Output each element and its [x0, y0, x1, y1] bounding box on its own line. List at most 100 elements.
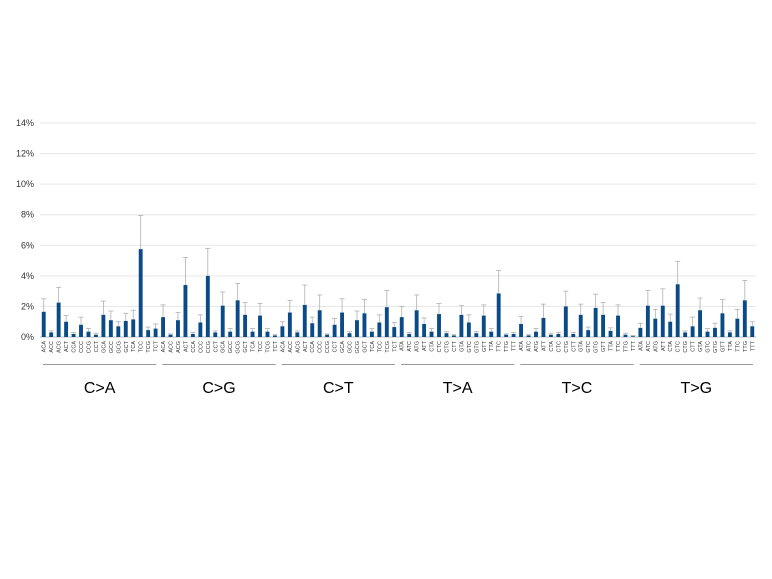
group-label: C>T: [323, 380, 354, 397]
bar: [332, 324, 337, 337]
y-tick-label: 12%: [16, 149, 34, 159]
group-label: T>G: [681, 380, 713, 397]
x-tick-label: ATT: [422, 340, 428, 351]
bars: [41, 249, 755, 337]
x-tick-label: ACA: [161, 341, 167, 353]
x-tick-label: GTA: [459, 341, 465, 352]
group-label: C>A: [84, 380, 116, 397]
x-tick-label: CCA: [310, 341, 316, 353]
bar: [608, 330, 613, 337]
y-tick-label: 10%: [16, 179, 34, 189]
y-tick-label: 6%: [21, 240, 34, 250]
bar: [645, 305, 650, 337]
x-tick-label: ACC: [288, 341, 294, 353]
x-tick-label: GTG: [474, 341, 480, 353]
bar: [683, 332, 688, 337]
x-tick-label: TTG: [504, 341, 510, 352]
bar: [541, 317, 546, 337]
x-tick-label: GTG: [594, 341, 600, 353]
bar: [392, 327, 397, 337]
x-tick-label: TTA: [609, 341, 615, 351]
bar: [355, 320, 359, 337]
x-tick-label: CTA: [549, 341, 555, 352]
bar: [660, 305, 665, 337]
bar: [720, 313, 725, 337]
x-tick-label: CCT: [94, 340, 100, 352]
bar: [198, 322, 203, 337]
bar: [713, 327, 717, 337]
x-tick-label: TTC: [735, 341, 741, 352]
x-tick-label: TTT: [750, 340, 756, 351]
bar: [489, 331, 494, 337]
x-tick-label: ATG: [653, 341, 659, 352]
y-tick-label: 2%: [21, 301, 34, 311]
x-tick-label: TTC: [616, 341, 622, 352]
bar: [49, 332, 54, 337]
bar: [86, 331, 91, 337]
bar: [93, 334, 98, 337]
x-tick-label: CTC: [556, 341, 562, 352]
bar: [511, 333, 516, 337]
bar: [347, 333, 352, 337]
bar: [705, 331, 710, 337]
x-tick-label: CTT: [452, 340, 458, 351]
x-tick-label: ACG: [57, 341, 63, 353]
bar: [601, 314, 606, 337]
x-tick-label: ATG: [534, 341, 540, 352]
bar: [302, 304, 307, 337]
x-tick-label: TTG: [743, 341, 749, 352]
bar: [108, 320, 113, 337]
bar: [563, 306, 568, 337]
bar: [414, 310, 419, 337]
x-tick-label: GTG: [713, 341, 719, 353]
x-tick-label: TCG: [146, 341, 152, 353]
bar: [727, 332, 732, 337]
bar: [534, 331, 538, 337]
bar: [280, 326, 285, 337]
x-tick-label: ATG: [415, 341, 421, 352]
bar: [325, 334, 330, 337]
x-tick-label: ACC: [169, 341, 175, 353]
bar: [213, 332, 218, 337]
bar: [265, 331, 270, 337]
x-tick-label: GCA: [340, 341, 346, 353]
x-tick-label: TCA: [251, 341, 257, 352]
x-axis-ticks: ACA ACC ACG ACT CCA CCC CCG CCT GCA GCC GCG GCT TCA T…: [42, 340, 757, 353]
x-tick-label: ATC: [527, 341, 533, 352]
x-tick-label: CCG: [206, 341, 212, 353]
bar: [183, 285, 188, 337]
y-tick-label: 0%: [21, 332, 34, 342]
bar: [593, 307, 598, 337]
x-tick-label: ACG: [295, 341, 301, 353]
bar: [295, 332, 300, 337]
x-tick-label: ATC: [646, 341, 652, 352]
x-tick-label: TTA: [728, 341, 734, 351]
x-tick-label: GCC: [228, 341, 234, 353]
bar: [235, 300, 240, 337]
x-tick-label: CCA: [72, 341, 78, 353]
x-tick-label: TCA: [370, 341, 376, 352]
x-tick-label: ACA: [280, 341, 286, 353]
x-tick-label: GTC: [706, 341, 712, 353]
bar: [459, 314, 464, 337]
bar: [466, 322, 471, 337]
bar: [675, 284, 680, 337]
bar: [377, 322, 382, 337]
group-labels: C>A C>G C>T T>A T>C T>G: [43, 364, 753, 397]
bar: [578, 314, 583, 337]
bar: [176, 320, 180, 337]
bar: [548, 334, 553, 337]
x-tick-label: GCC: [348, 341, 354, 353]
x-tick-label: GTT: [720, 340, 726, 352]
x-tick-label: GCT: [124, 340, 130, 352]
x-tick-label: CCA: [191, 341, 197, 353]
y-tick-label: 14%: [16, 118, 34, 128]
bar: [116, 326, 121, 337]
bar: [616, 315, 620, 337]
x-tick-label: ACT: [183, 340, 189, 352]
x-tick-label: ATA: [400, 341, 406, 351]
bar: [220, 305, 225, 337]
x-tick-label: TCT: [154, 340, 160, 351]
group-label: T>A: [443, 380, 473, 397]
bar: [519, 324, 524, 337]
